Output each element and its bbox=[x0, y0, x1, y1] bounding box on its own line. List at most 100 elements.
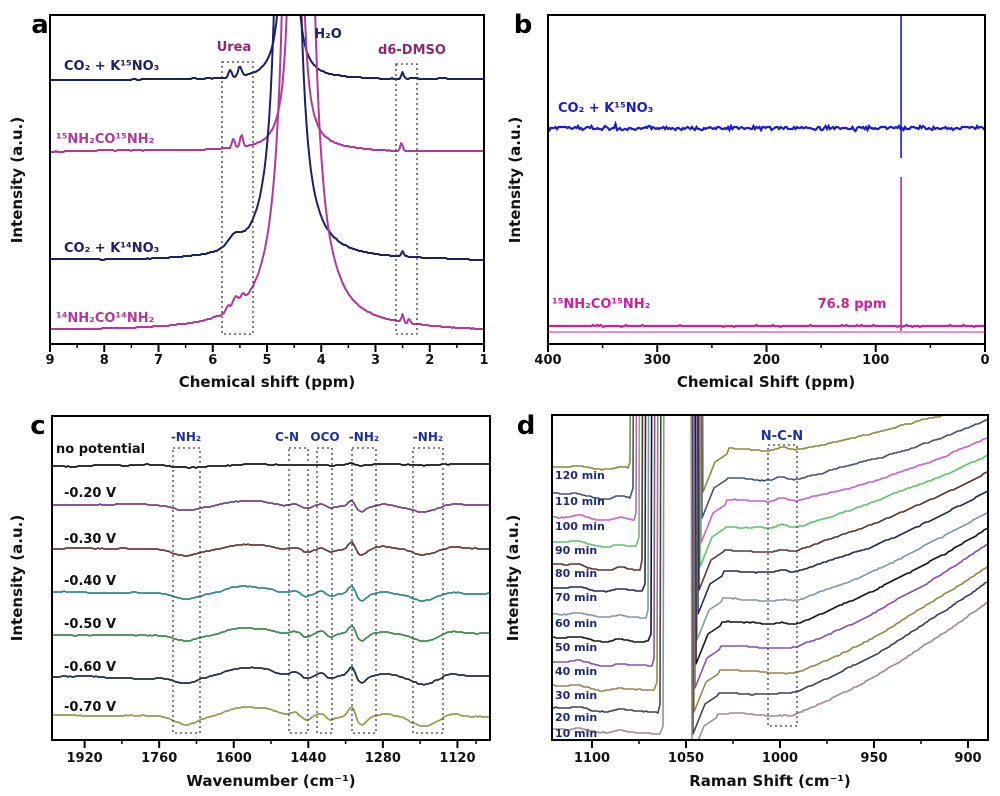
trace-label: 20 min bbox=[555, 711, 597, 724]
raman-trace bbox=[553, 416, 987, 739]
annotation-label: 76.8 ppm bbox=[818, 297, 887, 312]
x-tick-label: 1920 bbox=[67, 751, 103, 766]
trace-label: ¹⁴NH₂CO¹⁴NH₂ bbox=[56, 311, 154, 326]
x-axis-title: Wavenumber (cm⁻¹) bbox=[186, 772, 355, 790]
highlight-dotted-box bbox=[351, 447, 377, 734]
ftir-trace bbox=[53, 625, 489, 642]
highlight-dotted-box bbox=[288, 447, 309, 734]
trace-label: 90 min bbox=[555, 544, 597, 557]
nmr-trace bbox=[549, 120, 984, 133]
panel-c: c Wavenumber (cm⁻¹) Intensity (a.u.) 1920 17… bbox=[8, 411, 491, 790]
x-axis-title: Chemical Shift (ppm) bbox=[677, 373, 855, 391]
trace-label: 30 min bbox=[555, 689, 597, 702]
trace-label: -0.20 V bbox=[64, 486, 116, 501]
ftir-trace bbox=[53, 666, 489, 686]
trace-label: -0.70 V bbox=[64, 700, 116, 715]
raman-trace bbox=[553, 416, 987, 591]
panel-letter-b: b bbox=[514, 10, 533, 40]
raman-trace bbox=[553, 416, 987, 544]
panel-b: b Chemical Shift (ppm) Intensity (a.u.) 400… bbox=[506, 10, 990, 391]
annotation-label: C-N bbox=[275, 430, 299, 444]
x-tick-label: 8 bbox=[100, 353, 109, 368]
x-tick-label: 5 bbox=[262, 353, 271, 368]
highlight-dotted-box bbox=[412, 447, 444, 734]
raman-trace bbox=[553, 416, 987, 665]
trace-label: 50 min bbox=[555, 641, 597, 654]
trace-label: -0.40 V bbox=[64, 574, 116, 589]
trace-label: ¹⁵NH₂CO¹⁵NH₂ bbox=[552, 297, 650, 312]
y-axis-title: Intensity (a.u.) bbox=[506, 117, 524, 243]
x-tick-label: 1120 bbox=[439, 751, 475, 766]
x-tick-label: 300 bbox=[644, 353, 671, 368]
y-axis-title: Intensity (a.u.) bbox=[504, 515, 522, 641]
highlight-dotted-box bbox=[767, 444, 798, 727]
y-axis-title: Intensity (a.u.) bbox=[8, 515, 26, 641]
trace-label: CO₂ + K¹⁵NO₃ bbox=[558, 101, 653, 116]
ftir-trace bbox=[53, 585, 489, 602]
x-tick-label: 3 bbox=[371, 353, 380, 368]
highlight-dotted-box bbox=[221, 61, 254, 335]
x-tick-label: 9 bbox=[45, 353, 54, 368]
raman-trace bbox=[553, 416, 987, 641]
trace-label: 100 min bbox=[555, 520, 605, 533]
annotation-label: H₂O bbox=[314, 27, 342, 42]
x-tick-label: 1600 bbox=[216, 751, 252, 766]
trace-label: 60 min bbox=[555, 617, 597, 630]
x-tick-label: 1280 bbox=[365, 751, 401, 766]
x-tick-label: 900 bbox=[954, 751, 981, 766]
plot-border bbox=[547, 14, 986, 345]
panel-d: d Raman Shift (cm⁻¹) Intensity (a.u.) 1100 1… bbox=[504, 411, 989, 790]
annotation-label: OCO bbox=[310, 430, 339, 444]
raman-trace bbox=[553, 416, 987, 713]
ftir-trace bbox=[53, 541, 489, 557]
panel-letter-d: d bbox=[517, 411, 536, 441]
trace-label: 120 min bbox=[555, 469, 605, 482]
x-tick-label: 1760 bbox=[141, 751, 177, 766]
panel-letter-a: a bbox=[31, 10, 49, 40]
raman-trace bbox=[553, 416, 987, 615]
x-tick-label: 200 bbox=[753, 353, 780, 368]
trace-label: 80 min bbox=[555, 567, 597, 580]
x-tick-label: 7 bbox=[154, 353, 163, 368]
trace-label: -0.30 V bbox=[64, 532, 116, 547]
nmr-trace bbox=[51, 16, 483, 331]
x-tick-label: 1 bbox=[479, 353, 488, 368]
trace-label: 110 min bbox=[555, 495, 605, 508]
trace-label: -0.60 V bbox=[64, 660, 116, 675]
trace-label: 10 min bbox=[555, 727, 597, 740]
x-axis-title: Raman Shift (cm⁻¹) bbox=[689, 772, 851, 790]
raman-trace bbox=[553, 416, 943, 493]
raman-trace bbox=[553, 416, 987, 568]
trace-label: 40 min bbox=[555, 665, 597, 678]
x-tick-label: 4 bbox=[317, 353, 326, 368]
x-tick-label: 2 bbox=[425, 353, 434, 368]
panel-letter-c: c bbox=[30, 411, 45, 441]
raman-trace bbox=[553, 416, 987, 519]
trace-label: CO₂ + K¹⁴NO₃ bbox=[64, 241, 159, 256]
x-tick-label: 6 bbox=[208, 353, 217, 368]
y-axis-title: Intensity (a.u.) bbox=[8, 117, 26, 243]
panel-a: a Chemical shift (ppm) Intensity (a.u.) 9 8 7… bbox=[8, 10, 489, 391]
annotation-label: -NH₂ bbox=[413, 430, 443, 444]
nmr-trace bbox=[51, 16, 483, 81]
x-axis-title: Chemical shift (ppm) bbox=[179, 373, 356, 391]
x-tick-label: 1100 bbox=[574, 751, 610, 766]
highlight-dotted-box bbox=[395, 63, 418, 335]
x-tick-label: 1000 bbox=[762, 751, 798, 766]
raman-trace bbox=[553, 416, 987, 735]
x-tick-label: 950 bbox=[860, 751, 887, 766]
x-tick-label: 0 bbox=[980, 353, 989, 368]
nmr-trace bbox=[51, 16, 483, 261]
annotation-label: Urea bbox=[217, 40, 252, 55]
annotation-label: d6-DMSO bbox=[378, 43, 446, 58]
nmr-trace bbox=[51, 16, 483, 153]
trace-label: no potential bbox=[56, 442, 145, 457]
nmr-trace bbox=[549, 323, 984, 329]
trace-label: 70 min bbox=[555, 591, 597, 604]
ftir-trace bbox=[53, 706, 489, 727]
x-tick-label: 1050 bbox=[668, 751, 704, 766]
trace-label: -0.50 V bbox=[64, 617, 116, 632]
x-tick-label: 100 bbox=[862, 353, 889, 368]
